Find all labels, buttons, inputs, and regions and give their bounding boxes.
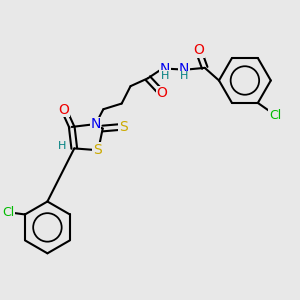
Text: N: N	[160, 62, 170, 76]
Text: N: N	[90, 117, 100, 131]
Text: O: O	[58, 103, 69, 117]
Text: H: H	[161, 71, 170, 81]
Text: O: O	[193, 44, 204, 58]
Text: Cl: Cl	[2, 206, 14, 219]
Text: H: H	[180, 71, 188, 81]
Text: H: H	[58, 141, 66, 151]
Text: S: S	[119, 120, 128, 134]
Text: N: N	[179, 62, 189, 76]
Text: S: S	[93, 143, 101, 157]
Text: Cl: Cl	[269, 109, 281, 122]
Text: O: O	[157, 86, 168, 100]
